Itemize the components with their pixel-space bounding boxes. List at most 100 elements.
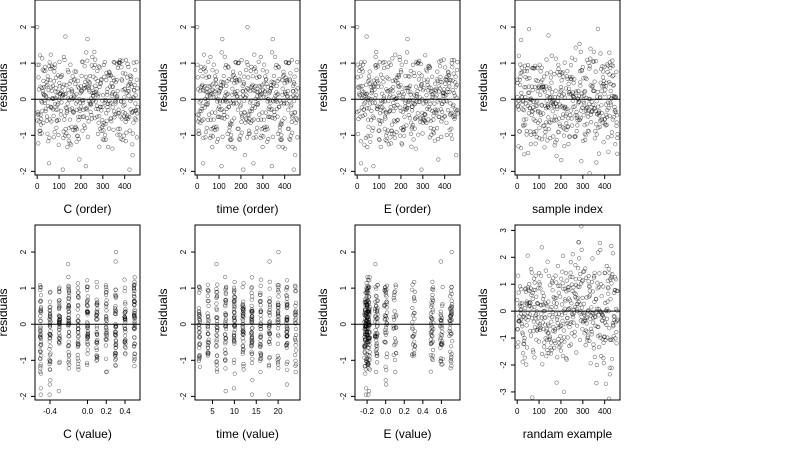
data-point [254, 75, 259, 80]
data-point [555, 263, 561, 269]
data-point [255, 101, 261, 106]
data-point [356, 116, 361, 122]
data-point [538, 325, 543, 331]
data-point [101, 137, 107, 143]
data-point [51, 79, 57, 84]
data-point [71, 109, 76, 114]
data-point [122, 86, 127, 91]
data-point [571, 285, 576, 290]
data-point [397, 54, 402, 60]
data-point [384, 294, 389, 299]
data-point [575, 266, 581, 271]
data-point [375, 331, 380, 336]
data-point [66, 360, 71, 365]
data-point [587, 338, 592, 344]
data-point [580, 94, 585, 99]
data-point [66, 290, 72, 296]
data-point [391, 317, 397, 322]
y-axis-label: residuals [476, 288, 490, 336]
data-point [75, 330, 80, 335]
data-point [614, 120, 619, 125]
data-point [125, 89, 130, 94]
data-point [362, 59, 367, 64]
data-point [197, 318, 202, 323]
data-point [291, 80, 297, 85]
data-point [236, 61, 241, 66]
data-point [44, 79, 49, 84]
data-point [254, 130, 259, 135]
data-point [591, 275, 597, 280]
data-point [255, 125, 260, 130]
data-point [449, 351, 454, 357]
data-point [84, 105, 89, 110]
data-point [105, 86, 110, 91]
data-point [560, 353, 566, 359]
data-point [78, 104, 83, 109]
data-point [578, 115, 583, 121]
data-point [546, 299, 551, 304]
data-point [397, 57, 402, 62]
data-point [215, 127, 220, 132]
data-point [267, 332, 273, 337]
data-point [290, 115, 295, 120]
data-point [569, 320, 574, 325]
data-point [276, 366, 281, 371]
data-point [574, 109, 579, 115]
data-point [590, 289, 596, 294]
data-point [554, 137, 559, 143]
data-point [239, 57, 244, 63]
data-point [269, 50, 275, 55]
data-point [94, 87, 99, 92]
data-point [375, 283, 380, 288]
data-point [449, 291, 454, 297]
data-point [583, 133, 588, 138]
data-point [84, 278, 90, 283]
data-point [240, 306, 245, 312]
data-point [434, 126, 440, 131]
data-point [604, 316, 610, 322]
data-point [608, 275, 613, 280]
data-point [367, 96, 372, 101]
data-point [214, 294, 219, 299]
data-point [519, 301, 525, 306]
data-point [584, 122, 589, 127]
data-point [598, 282, 604, 287]
data-point [223, 274, 228, 280]
data-point [126, 64, 131, 70]
data-point [70, 88, 75, 94]
x-tick-label: 200 [74, 182, 88, 191]
data-point [565, 320, 570, 326]
data-point [104, 308, 109, 313]
data-point [446, 73, 451, 78]
data-point [43, 108, 48, 114]
data-point [98, 77, 104, 82]
data-point [293, 358, 298, 363]
data-point [273, 65, 278, 70]
data-point [113, 356, 118, 361]
data-point [116, 110, 121, 115]
data-point [384, 330, 389, 335]
data-point [221, 73, 226, 79]
data-point [97, 84, 102, 89]
data-point [134, 117, 139, 122]
data-point [606, 149, 611, 154]
data-point [110, 84, 116, 89]
data-point [559, 158, 564, 163]
data-point [440, 329, 445, 335]
data-point [362, 142, 367, 147]
data-point [75, 318, 80, 324]
data-point [425, 77, 430, 82]
data-point [94, 326, 99, 331]
data-point [396, 80, 401, 86]
data-point [45, 77, 51, 82]
data-point [196, 358, 201, 363]
data-point [408, 83, 413, 88]
data-point [266, 392, 272, 397]
data-point [412, 311, 417, 316]
data-point [94, 332, 100, 338]
data-point [551, 134, 556, 139]
data-point [402, 86, 407, 91]
data-point [430, 353, 436, 358]
data-point [539, 102, 544, 107]
